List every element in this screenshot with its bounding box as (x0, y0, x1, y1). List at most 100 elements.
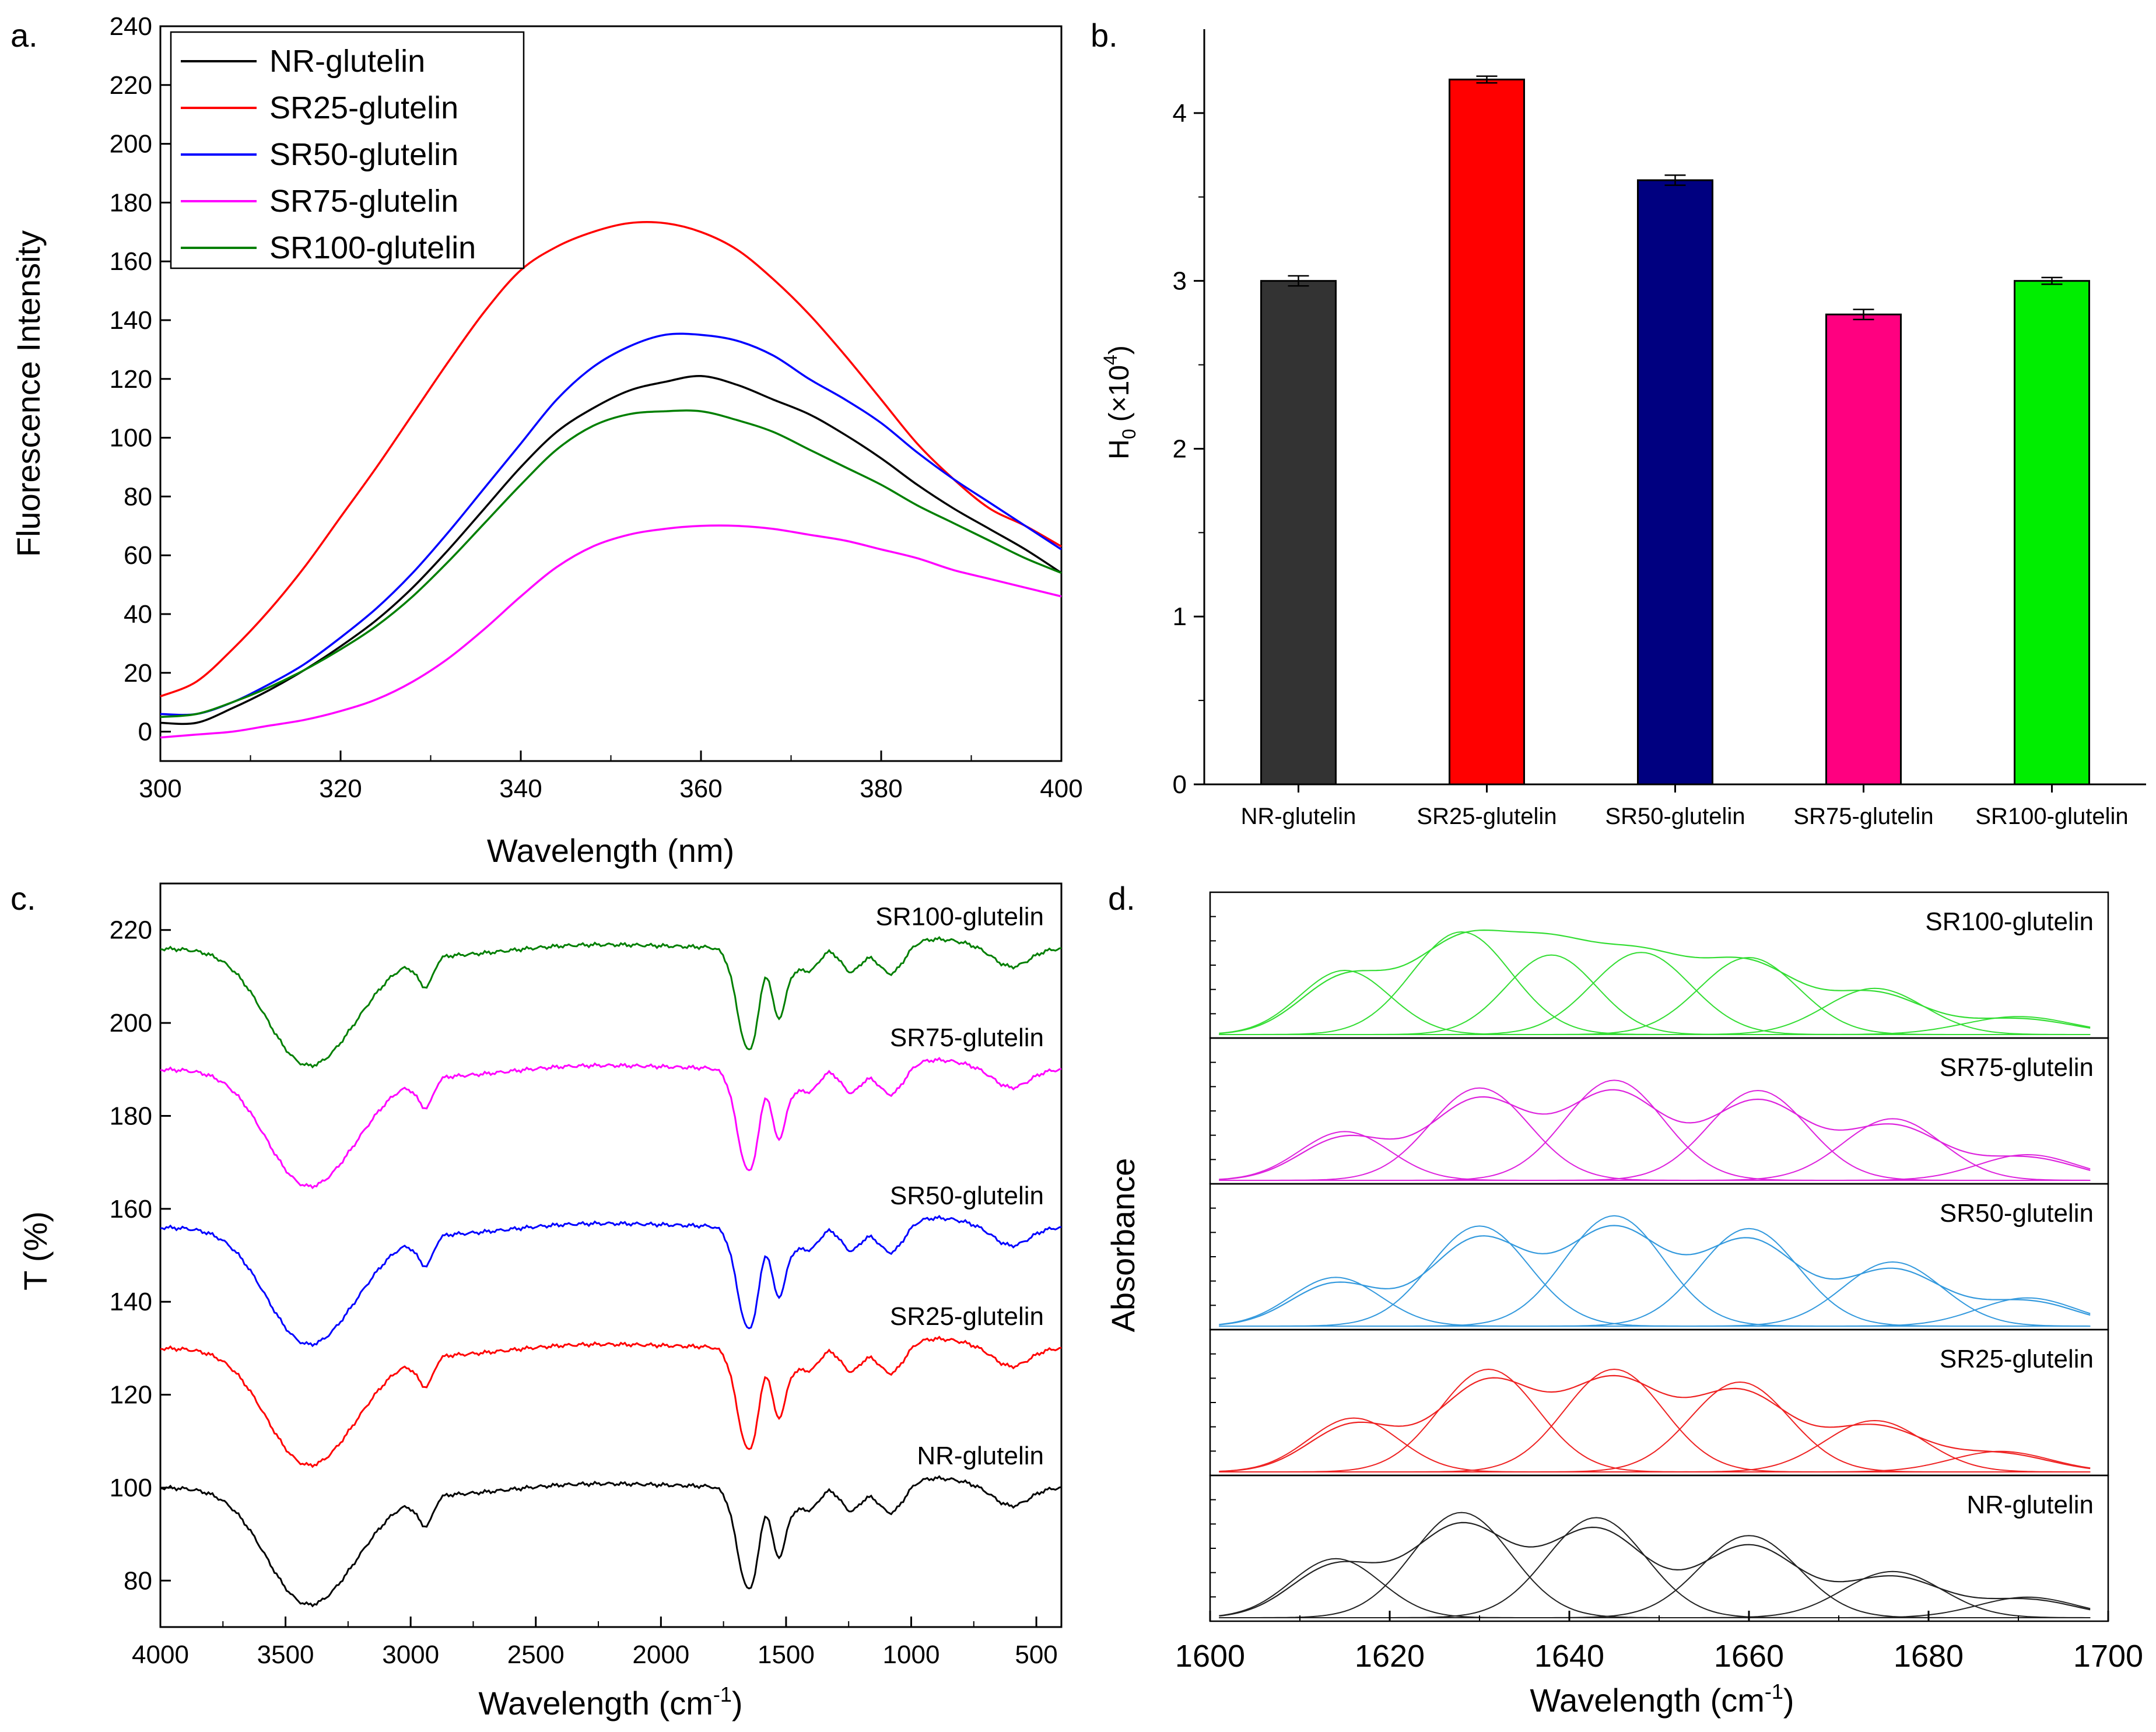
d-component-sr50-glutelin-1 (1219, 1225, 2091, 1327)
d-component-sr50-glutelin-0 (1219, 1277, 2091, 1327)
d-subpanel-label-sr100-glutelin: SR100-glutelin (1925, 907, 2094, 936)
panel-c-frame (159, 882, 1063, 1628)
d-subpanel-label-sr75-glutelin: SR75-glutelin (1940, 1053, 2094, 1082)
ylabel-exp: 4 (1100, 355, 1121, 365)
a-ytick-label-140: 140 (110, 306, 152, 335)
b-ytick-label-2: 2 (1173, 434, 1187, 463)
d-component-sr50-glutelin-2 (1219, 1215, 2091, 1327)
b-ytick-label-4: 4 (1173, 99, 1187, 128)
d-component-sr25-glutelin-4 (1219, 1419, 2091, 1472)
d-envelope-sr50-glutelin (1219, 1225, 2091, 1326)
d-xtick-label-1600: 1600 (1175, 1639, 1245, 1674)
a-ytick-label-20: 20 (124, 659, 152, 688)
c-series-sr100-glutelin (160, 936, 1062, 1069)
d-component-nr-glutelin-3 (1219, 1535, 2091, 1618)
d-xtick-label-1680: 1680 (1894, 1639, 1964, 1674)
c-series-sr75-glutelin (160, 1057, 1062, 1190)
b-ytick-label-1: 1 (1173, 602, 1187, 631)
b-xtick-label-sr50-glutelin: SR50-glutelin (1605, 804, 1745, 829)
a-ytick-label-80: 80 (124, 482, 152, 511)
d-envelope-sr75-glutelin (1219, 1089, 2091, 1180)
d-component-sr75-glutelin-2 (1219, 1079, 2091, 1181)
c-ytick-label-140: 140 (110, 1288, 152, 1316)
a-ytick-label-40: 40 (124, 600, 152, 629)
panel-a-ylabel: Fluorescence Intensity (10, 230, 47, 557)
d-component-sr25-glutelin-3 (1219, 1381, 2091, 1472)
a-ytick-label-240: 240 (110, 12, 152, 41)
d-component-sr50-glutelin-5 (1219, 1297, 2091, 1327)
b-ytick-label-3: 3 (1173, 267, 1187, 296)
c-ytick-label-200: 200 (110, 1009, 152, 1037)
c-xtick-label-1500: 1500 (758, 1640, 815, 1669)
a-series-nr-glutelin (160, 375, 1062, 725)
a-legend-box (170, 31, 525, 269)
a-xtick-label-320: 320 (319, 774, 362, 803)
c-ytick-label-160: 160 (110, 1195, 152, 1223)
panel-d-label: d. (1108, 880, 1135, 917)
b-xtick-label-sr25-glutelin: SR25-glutelin (1417, 804, 1556, 829)
panel-a: 300 320 340 360 380 400 0 20 40 60 80 100 120 140 160… (10, 12, 1083, 869)
b-xtick-label-nr-glutelin: NR-glutelin (1241, 804, 1356, 829)
c-xtick-label-2500: 2500 (507, 1640, 565, 1669)
a-ytick-label-180: 180 (110, 188, 152, 217)
b-bar-sr75-glutelin (1825, 313, 1902, 786)
a-ytick-label-120: 120 (110, 365, 152, 394)
panel-c-ylabel: T (%) (17, 1211, 54, 1291)
a-legend-label-sr50-glutelin: SR50-glutelin (269, 137, 458, 172)
d-component-sr75-glutelin-1 (1219, 1087, 2091, 1181)
a-ytick-label-200: 200 (110, 130, 152, 159)
d-envelope-sr100-glutelin (1219, 929, 2091, 1035)
c-xtick-label-1000: 1000 (883, 1640, 940, 1669)
d-component-sr75-glutelin-5 (1219, 1154, 2091, 1181)
panel-b-label: b. (1091, 17, 1118, 54)
c-series-label-sr25-glutelin: SR25-glutelin (890, 1302, 1044, 1331)
a-series-sr75-glutelin (160, 524, 1062, 739)
ylabel-h: H (1104, 439, 1135, 460)
panel-a-label: a. (10, 17, 38, 54)
c-series-label-sr75-glutelin: SR75-glutelin (890, 1023, 1044, 1052)
d-xtick-label-1620: 1620 (1355, 1639, 1425, 1674)
b-bar-sr50-glutelin (1637, 179, 1713, 786)
panel-d-ylabel: Absorbance (1105, 1158, 1141, 1333)
c-ytick-label-220: 220 (110, 916, 152, 945)
b-bar-sr25-glutelin (1449, 78, 1525, 786)
a-ytick-label-100: 100 (110, 424, 152, 453)
d-component-nr-glutelin-5 (1219, 1596, 2091, 1618)
panel-c-label: c. (10, 880, 36, 917)
panel-a-xlabel: Wavelength (nm) (487, 832, 734, 869)
b-bar-nr-glutelin (1260, 280, 1337, 786)
d-envelope-sr25-glutelin (1219, 1375, 2091, 1472)
d-xtick-label-1640: 1640 (1534, 1639, 1604, 1674)
d-subpanel-label-sr25-glutelin: SR25-glutelin (1940, 1345, 2094, 1373)
c-ytick-label-100: 100 (110, 1474, 152, 1502)
c-series-label-sr50-glutelin: SR50-glutelin (890, 1181, 1044, 1210)
a-xtick-label-380: 380 (860, 774, 902, 803)
d-envelope-nr-glutelin (1219, 1521, 2091, 1617)
d-xlabel-main: Wavelength (cm (1530, 1682, 1765, 1719)
a-series-sr100-glutelin (160, 409, 1062, 718)
d-xlabel-close: ) (1783, 1682, 1794, 1719)
a-xtick-label-340: 340 (499, 774, 542, 803)
a-legend-label-nr-glutelin: NR-glutelin (269, 44, 425, 79)
d-xtick-label-1660: 1660 (1714, 1639, 1784, 1674)
a-series-sr50-glutelin (160, 332, 1062, 716)
d-component-sr25-glutelin-1 (1219, 1368, 2091, 1472)
c-ytick-label-180: 180 (110, 1102, 152, 1130)
panel-b: 0 1 2 3 4 NR-glutelin SR25-glutelin SR50-glute… (1100, 29, 2146, 829)
b-xtick-label-sr100-glutelin: SR100-glutelin (1975, 804, 2128, 829)
a-ytick-label-160: 160 (110, 247, 152, 276)
panel-d-xlabel: Wavelength (cm-1) (1530, 1680, 1794, 1719)
d-component-sr100-glutelin-4 (1219, 956, 2091, 1035)
d-component-nr-glutelin-1 (1219, 1512, 2091, 1618)
a-ytick-label-220: 220 (110, 71, 152, 100)
d-component-nr-glutelin-2 (1219, 1517, 2091, 1618)
d-xtick-label-1700: 1700 (2073, 1639, 2143, 1674)
d-component-sr100-glutelin-1 (1219, 931, 2091, 1035)
c-series-sr25-glutelin (160, 1335, 1062, 1468)
c-xlabel-close: ) (732, 1685, 743, 1722)
d-subpanel-label-nr-glutelin: NR-glutelin (1966, 1491, 2094, 1519)
panel-c: 4000 3500 3000 2500 2000 1500 1000 500 80 100 120… (17, 882, 1063, 1722)
d-xlabel-exp: -1 (1765, 1680, 1783, 1703)
c-xtick-label-3500: 3500 (257, 1640, 314, 1669)
